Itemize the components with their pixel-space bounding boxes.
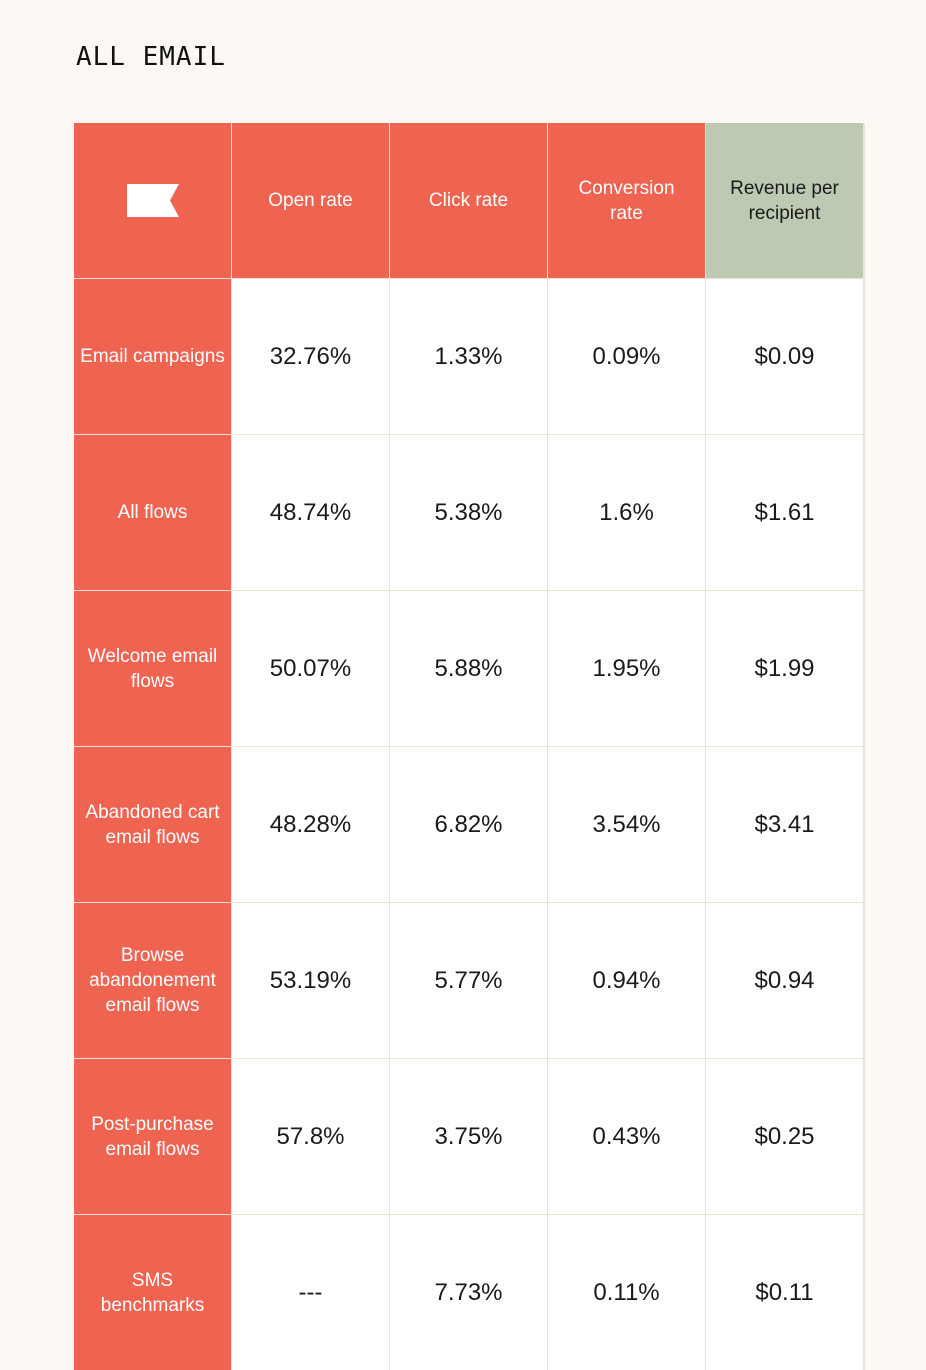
page-title: ALL EMAIL: [76, 42, 226, 72]
table-cell: 48.28%: [232, 747, 389, 902]
table-cell: 3.75%: [390, 1059, 547, 1214]
table-cell: $0.25: [706, 1059, 863, 1214]
row-label-welcome-email-flows: Welcome email flows: [74, 591, 231, 746]
table-cell: $3.41: [706, 747, 863, 902]
table-cell: 0.09%: [548, 279, 705, 434]
table-cell: 1.33%: [390, 279, 547, 434]
table-cell: 0.94%: [548, 903, 705, 1058]
row-label-email-campaigns: Email campaigns: [74, 279, 231, 434]
table-cell: 5.38%: [390, 435, 547, 590]
column-header-conversion-rate: Conversion rate: [548, 123, 705, 278]
row-label-all-flows: All flows: [74, 435, 231, 590]
table-cell: 6.82%: [390, 747, 547, 902]
table-corner-cell: [74, 123, 231, 278]
table-cell: 32.76%: [232, 279, 389, 434]
table-cell: 0.43%: [548, 1059, 705, 1214]
table-cell: 1.95%: [548, 591, 705, 746]
row-label-sms-benchmarks: SMS benchmarks: [74, 1215, 231, 1370]
table-cell: 5.77%: [390, 903, 547, 1058]
table-cell: 53.19%: [232, 903, 389, 1058]
table-cell: $0.94: [706, 903, 863, 1058]
row-label-post-purchase-email-flows: Post-purchase email flows: [74, 1059, 231, 1214]
table-cell: $0.09: [706, 279, 863, 434]
column-header-click-rate: Click rate: [390, 123, 547, 278]
table-cell: $1.61: [706, 435, 863, 590]
row-label-abandoned-cart-email-flows: Abandoned cart email flows: [74, 747, 231, 902]
column-header-revenue-per-recipient: Revenue per recipient: [706, 123, 863, 278]
table-cell: 5.88%: [390, 591, 547, 746]
table-cell: $1.99: [706, 591, 863, 746]
flag-logo-icon: [126, 184, 179, 217]
table-cell: 7.73%: [390, 1215, 547, 1370]
table-cell: 48.74%: [232, 435, 389, 590]
table-cell: 57.8%: [232, 1059, 389, 1214]
table-cell: 50.07%: [232, 591, 389, 746]
table-cell: 1.6%: [548, 435, 705, 590]
table-cell: 3.54%: [548, 747, 705, 902]
table-cell: ---: [232, 1215, 389, 1370]
table-cell: 0.11%: [548, 1215, 705, 1370]
benchmark-table: Open rate Click rate Conversion rate Rev…: [74, 123, 865, 1370]
table-cell: $0.11: [706, 1215, 863, 1370]
row-label-browse-abandonement-email-flows: Browse abandonement email flows: [74, 903, 231, 1058]
column-header-open-rate: Open rate: [232, 123, 389, 278]
